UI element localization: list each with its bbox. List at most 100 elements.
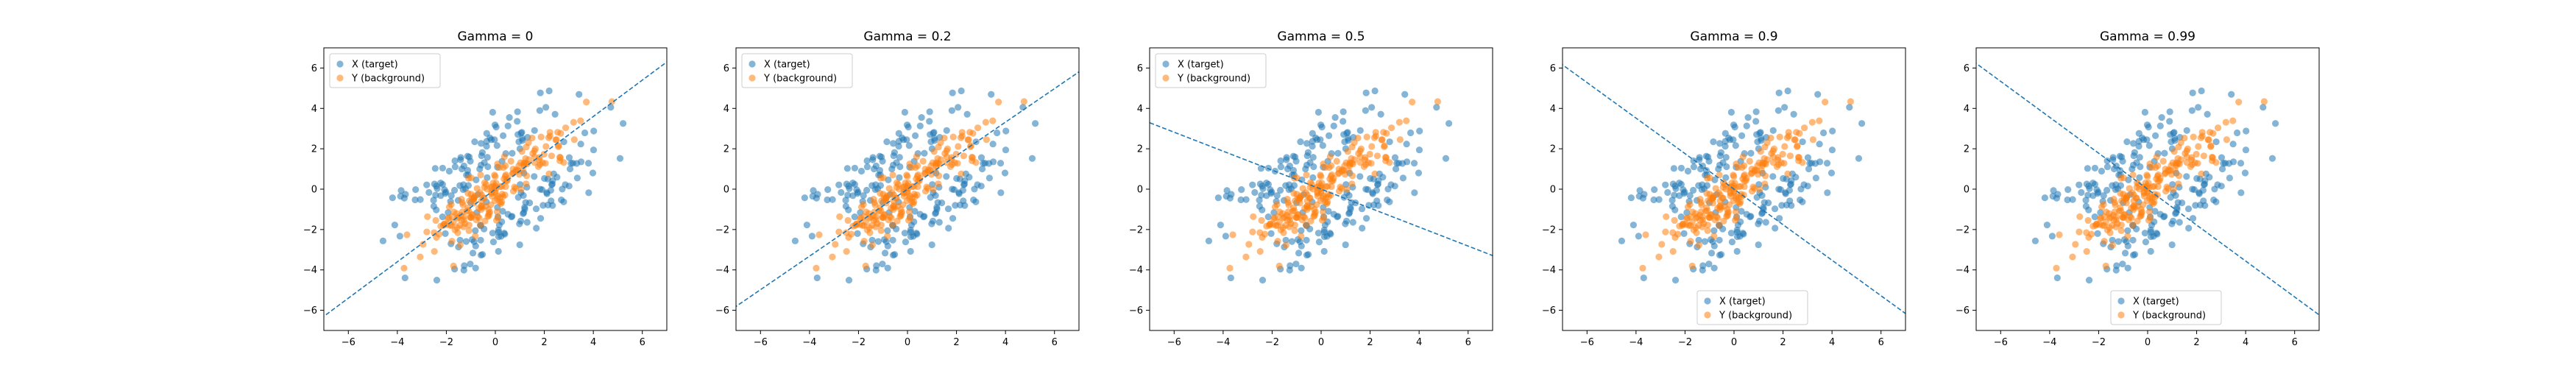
scatter-point <box>2226 174 2233 182</box>
scatter-point <box>2168 241 2176 249</box>
scatter-point <box>1311 210 1318 217</box>
scatter-point <box>1819 129 1827 137</box>
scatter-point <box>1732 208 1740 216</box>
scatter-point <box>1393 160 1401 167</box>
scatter-point <box>2140 188 2148 196</box>
scatter-point <box>894 180 902 188</box>
scatter-point <box>1702 152 1710 160</box>
scatter-point <box>1697 199 1705 206</box>
y-tick-label: 4 <box>1137 104 1143 115</box>
scatter-point <box>2096 215 2104 223</box>
legend: X (target) Y (background) <box>1696 290 1808 325</box>
scatter-point <box>2189 215 2197 222</box>
scatter-point <box>2209 130 2217 137</box>
legend-marker <box>2117 297 2125 305</box>
scatter-point <box>2103 157 2111 165</box>
scatter-point <box>2229 158 2237 166</box>
scatter-point <box>1722 130 1729 137</box>
x-tick-label: −4 <box>390 337 404 348</box>
scatter-point <box>459 199 466 206</box>
scatter-point <box>2121 250 2129 257</box>
scatter-point <box>2116 152 2123 160</box>
scatter-point <box>477 236 484 244</box>
scatter-point <box>2098 167 2106 175</box>
scatter-point <box>2115 238 2123 245</box>
scatter-point <box>1782 189 1789 197</box>
scatter-point <box>2218 183 2225 190</box>
scatter-point <box>1761 172 1769 180</box>
x-tick-label: −4 <box>2042 337 2056 348</box>
scatter-point <box>1788 202 1795 209</box>
x-tick-label: 0 <box>1318 337 1324 348</box>
scatter-point <box>943 173 950 180</box>
scatter-point <box>1371 170 1379 177</box>
scatter-point <box>533 224 540 232</box>
scatter-point <box>1858 120 1866 127</box>
scatter-point <box>1267 186 1274 194</box>
scatter-point <box>2169 159 2176 166</box>
scatter-point <box>1787 180 1794 188</box>
legend-box <box>2110 290 2222 325</box>
scatter-point <box>2147 226 2154 234</box>
scatter-point <box>2156 122 2164 130</box>
scatter-point <box>518 148 526 155</box>
scatter-point <box>1249 181 1256 188</box>
scatter-point <box>869 156 877 163</box>
scatter-point <box>454 229 461 236</box>
scatter-point <box>1303 236 1310 244</box>
scatter-point <box>523 180 530 188</box>
scatter-point <box>870 216 877 224</box>
scatter-point <box>442 230 449 237</box>
scatter-point <box>441 186 448 194</box>
scatter-point <box>1733 193 1740 200</box>
scatter-point <box>1846 104 1853 111</box>
x-tick-label: −6 <box>1994 337 2008 348</box>
scatter-point <box>1671 183 1679 190</box>
scatter-point <box>565 183 573 190</box>
scatter-point <box>977 183 985 190</box>
scatter-point <box>2053 264 2060 272</box>
scatter-point <box>2103 163 2112 171</box>
scatter-point <box>2135 143 2142 150</box>
scatter-point <box>1688 262 1696 269</box>
scatter-point <box>1680 230 1688 237</box>
plot-area <box>1563 64 1906 314</box>
scatter-point <box>1325 132 1333 139</box>
scatter-point <box>1791 136 1798 144</box>
scatter-point <box>1662 228 1669 236</box>
scatter-point <box>1777 159 1785 166</box>
scatter-point <box>913 153 920 160</box>
scatter-point <box>2235 99 2243 106</box>
scatter-point <box>1020 98 1027 105</box>
scatter-point <box>1362 215 1370 222</box>
y-tick-label: 2 <box>723 144 729 155</box>
scatter-point <box>1701 238 1709 245</box>
y-tick-label: −2 <box>303 224 317 236</box>
scatter-point <box>548 152 556 160</box>
scatter-point <box>570 118 577 126</box>
subplot-title: Gamma = 0.2 <box>863 29 951 44</box>
scatter-point <box>1289 152 1297 160</box>
scatter-point <box>1721 202 1728 210</box>
scatter-point <box>1771 205 1779 213</box>
scatter-point <box>1682 215 1691 223</box>
scatter-point <box>862 219 869 226</box>
scatter-point <box>2237 189 2245 197</box>
scatter-point <box>889 236 896 244</box>
scatter-point <box>532 205 540 213</box>
scatter-point <box>1308 202 1315 210</box>
scatter-point <box>1733 226 1741 234</box>
scatter-point <box>913 230 921 238</box>
scatter-point <box>2085 183 2092 190</box>
scatter-point <box>1346 209 1354 216</box>
scatter-point <box>1298 227 1305 234</box>
scatter-point <box>1284 216 1291 224</box>
scatter-point <box>2123 192 2131 199</box>
scatter-point <box>2069 253 2076 261</box>
scatter-point <box>877 227 885 234</box>
plot-area <box>1976 63 2319 316</box>
scatter-point <box>907 226 914 234</box>
scatter-point <box>2237 160 2245 167</box>
scatter-point <box>577 117 584 124</box>
scatter-point <box>1335 169 1342 177</box>
